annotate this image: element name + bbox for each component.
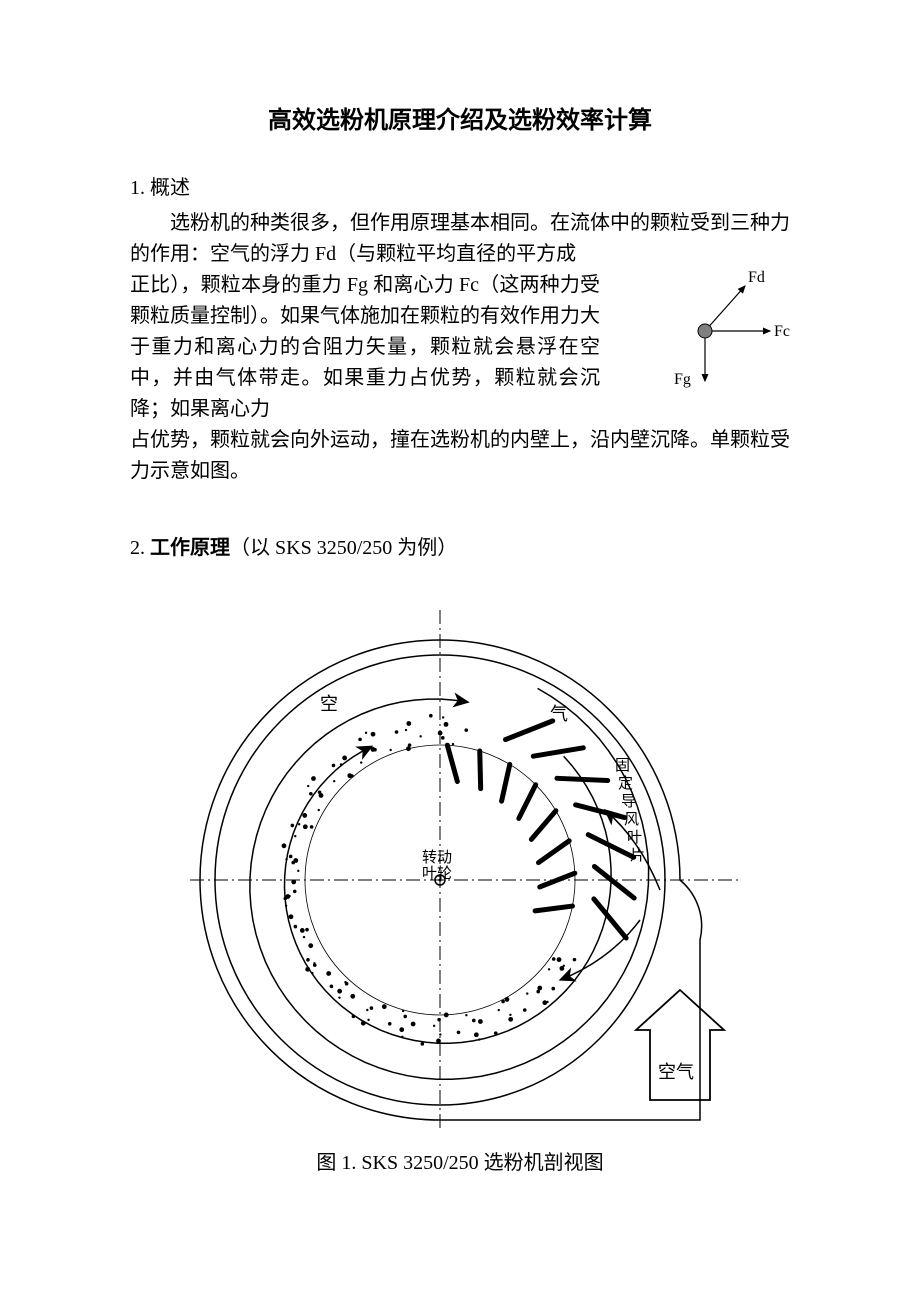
section1-para-end: 占优势，颗粒就会向外运动，撞在选粉机的内壁上，沿内壁沉降。单颗粒受力示意如图。 bbox=[130, 425, 790, 487]
fd-label: Fd bbox=[748, 269, 765, 286]
svg-text:气: 气 bbox=[550, 704, 568, 724]
figure-1: 空气固定导风叶片转动叶轮空气 图 1. SKS 3250/250 选粉机剖视图 bbox=[160, 590, 760, 1175]
section1-heading-text: 概述 bbox=[150, 177, 190, 199]
fc-label: Fc bbox=[774, 323, 790, 340]
svg-text:固: 固 bbox=[615, 757, 630, 774]
section2-heading-rest: （以 SKS 3250/250 为例） bbox=[230, 537, 457, 559]
section1-number: 1. bbox=[130, 177, 145, 199]
section1-para-mid: 正比），颗粒本身的重力 Fg 和离心力 Fc（这两种力受颗粒质量控制）。如果气体… bbox=[130, 270, 600, 425]
separator-diagram: 空气固定导风叶片转动叶轮空气 bbox=[160, 590, 760, 1130]
svg-text:风: 风 bbox=[624, 811, 639, 828]
section2-heading-bold: 工作原理 bbox=[150, 537, 230, 559]
section1-para-top: 选粉机的种类很多，但作用原理基本相同。在流体中的颗粒受到三种力的作用：空气的浮力… bbox=[130, 208, 790, 270]
section2-number: 2. bbox=[130, 537, 145, 559]
section2-heading: 2. 工作原理（以 SKS 3250/250 为例） bbox=[130, 531, 790, 560]
svg-text:转动: 转动 bbox=[422, 849, 452, 866]
figure-1-caption: 图 1. SKS 3250/250 选粉机剖视图 bbox=[160, 1146, 760, 1175]
force-diagram: Fd Fc Fg bbox=[650, 266, 800, 396]
section1-heading: 1. 概述 bbox=[130, 171, 790, 200]
svg-text:空气: 空气 bbox=[658, 1062, 694, 1082]
svg-text:空: 空 bbox=[320, 694, 338, 714]
particle-icon bbox=[698, 324, 712, 338]
svg-text:叶轮: 叶轮 bbox=[422, 865, 452, 882]
section-overview: 1. 概述 选粉机的种类很多，但作用原理基本相同。在流体中的颗粒受到三种力的作用… bbox=[130, 171, 790, 487]
fd-vector bbox=[705, 286, 745, 331]
fg-label: Fg bbox=[674, 371, 691, 388]
svg-text:定: 定 bbox=[618, 775, 633, 792]
svg-text:叶: 叶 bbox=[627, 829, 642, 846]
svg-text:导: 导 bbox=[621, 794, 636, 810]
page-title: 高效选粉机原理介绍及选粉效率计算 bbox=[130, 100, 790, 135]
svg-text:片: 片 bbox=[630, 847, 645, 864]
